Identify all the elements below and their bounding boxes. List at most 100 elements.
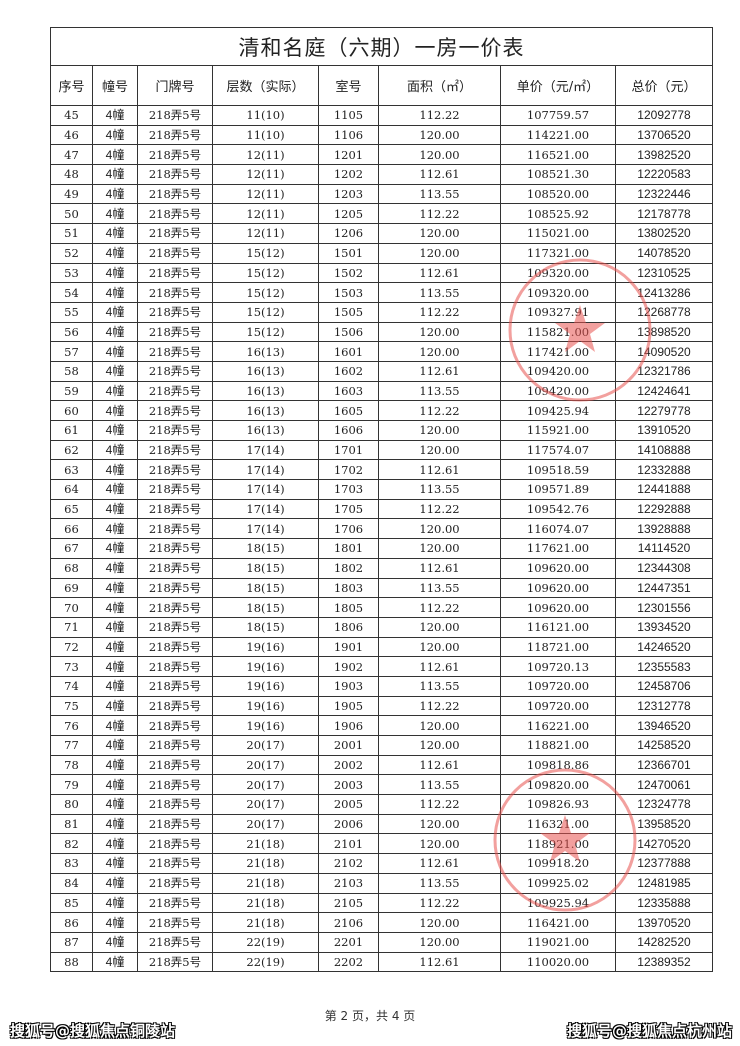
cell-area: 120.00 [378,341,501,362]
cell-seq: 46 [50,124,93,146]
cell-area: 120.00 [378,813,501,835]
cell-area: 120.00 [378,223,501,244]
cell-unit-price: 109620.00 [500,557,616,579]
cell-unit-price: 109320.00 [500,262,616,284]
cell-unit-price: 109420.00 [500,380,616,402]
cell-door-number: 218弄5号 [137,695,213,717]
cell-building: 4幢 [92,577,138,599]
cell-unit-price: 117321.00 [500,242,616,264]
cell-total-price: 12220583 [615,164,713,185]
cell-floor: 12(11) [212,203,319,225]
table-row: 72 4幢 218弄5号 19(16) 1901 120.00 118721.00 14246… [50,636,713,658]
cell-seq: 68 [50,557,93,579]
table-row: 78 4幢 218弄5号 20(17) 2002 112.61 109818.86 12366… [50,754,713,776]
cell-building: 4幢 [92,656,138,677]
cell-total-price: 13958520 [615,813,713,835]
cell-seq: 62 [50,439,93,461]
cell-unit-price: 109820.00 [500,774,616,796]
cell-room: 1502 [318,262,379,284]
cell-floor: 16(13) [212,341,319,362]
cell-seq: 69 [50,577,93,599]
cell-door-number: 218弄5号 [137,518,213,540]
cell-building: 4幢 [92,912,138,933]
cell-total-price: 12481985 [615,872,713,894]
cell-floor: 11(10) [212,124,319,146]
page-title: 清和名庭（六期）一房一价表 [50,27,713,66]
cell-area: 113.55 [378,675,501,697]
cell-door-number: 218弄5号 [137,479,213,500]
cell-room: 2103 [318,872,379,894]
cell-unit-price: 108521.30 [500,164,616,185]
cell-seq: 61 [50,420,93,441]
cell-area: 120.00 [378,124,501,146]
cell-total-price: 14114520 [615,538,713,559]
cell-room: 1501 [318,242,379,264]
cell-seq: 66 [50,518,93,540]
cell-floor: 22(19) [212,951,319,973]
cell-total-price: 14258520 [615,735,713,756]
table-row: 60 4幢 218弄5号 16(13) 1605 112.22 109425.94 12279… [50,400,713,421]
cell-door-number: 218弄5号 [137,420,213,441]
cell-door-number: 218弄5号 [137,951,213,973]
cell-room: 1702 [318,459,379,481]
table-row: 62 4幢 218弄5号 17(14) 1701 120.00 117574.07 14108… [50,439,713,461]
cell-unit-price: 119021.00 [500,931,616,953]
cell-total-price: 13802520 [615,223,713,244]
cell-room: 2106 [318,912,379,933]
cell-unit-price: 109571.89 [500,479,616,500]
cell-total-price: 13898520 [615,321,713,343]
cell-total-price: 12332888 [615,459,713,481]
cell-room: 2105 [318,892,379,914]
cell-room: 1703 [318,479,379,500]
cell-area: 120.00 [378,538,501,559]
cell-room: 1706 [318,518,379,540]
cell-area: 112.22 [378,892,501,914]
cell-door-number: 218弄5号 [137,203,213,225]
cell-building: 4幢 [92,124,138,146]
cell-total-price: 13982520 [615,144,713,166]
cell-seq: 47 [50,144,93,166]
cell-seq: 80 [50,794,93,815]
cell-total-price: 12292888 [615,498,713,520]
cell-seq: 52 [50,242,93,264]
cell-door-number: 218弄5号 [137,616,213,638]
cell-room: 2002 [318,754,379,776]
cell-room: 1203 [318,183,379,205]
cell-area: 120.00 [378,518,501,540]
cell-building: 4幢 [92,675,138,697]
table-row: 61 4幢 218弄5号 16(13) 1606 120.00 115921.00 13910… [50,420,713,441]
cell-unit-price: 116321.00 [500,813,616,835]
cell-door-number: 218弄5号 [137,164,213,185]
cell-area: 120.00 [378,715,501,736]
cell-seq: 54 [50,282,93,303]
cell-door-number: 218弄5号 [137,774,213,796]
cell-unit-price: 109720.00 [500,675,616,697]
cell-building: 4幢 [92,459,138,481]
cell-door-number: 218弄5号 [137,321,213,343]
table-row: 71 4幢 218弄5号 18(15) 1806 120.00 116121.00 13934… [50,616,713,638]
cell-building: 4幢 [92,360,138,382]
cell-door-number: 218弄5号 [137,872,213,894]
cell-door-number: 218弄5号 [137,124,213,146]
cell-room: 1605 [318,400,379,421]
cell-unit-price: 107759.57 [500,105,616,126]
cell-room: 1603 [318,380,379,402]
cell-unit-price: 116521.00 [500,144,616,166]
cell-room: 1902 [318,656,379,677]
cell-room: 1206 [318,223,379,244]
cell-seq: 77 [50,735,93,756]
watermark-left: 搜狐号@搜狐焦点铜陵站 [10,1022,176,1040]
cell-area: 112.61 [378,360,501,382]
cell-area: 113.55 [378,183,501,205]
cell-room: 2101 [318,833,379,855]
cell-unit-price: 109518.59 [500,459,616,481]
cell-room: 1201 [318,144,379,166]
cell-area: 120.00 [378,912,501,933]
cell-seq: 45 [50,105,93,126]
table-row: 85 4幢 218弄5号 21(18) 2105 112.22 109925.94 12335… [50,892,713,914]
cell-area: 113.55 [378,380,501,402]
cell-seq: 86 [50,912,93,933]
cell-unit-price: 115021.00 [500,223,616,244]
cell-seq: 75 [50,695,93,717]
cell-total-price: 12268778 [615,301,713,323]
